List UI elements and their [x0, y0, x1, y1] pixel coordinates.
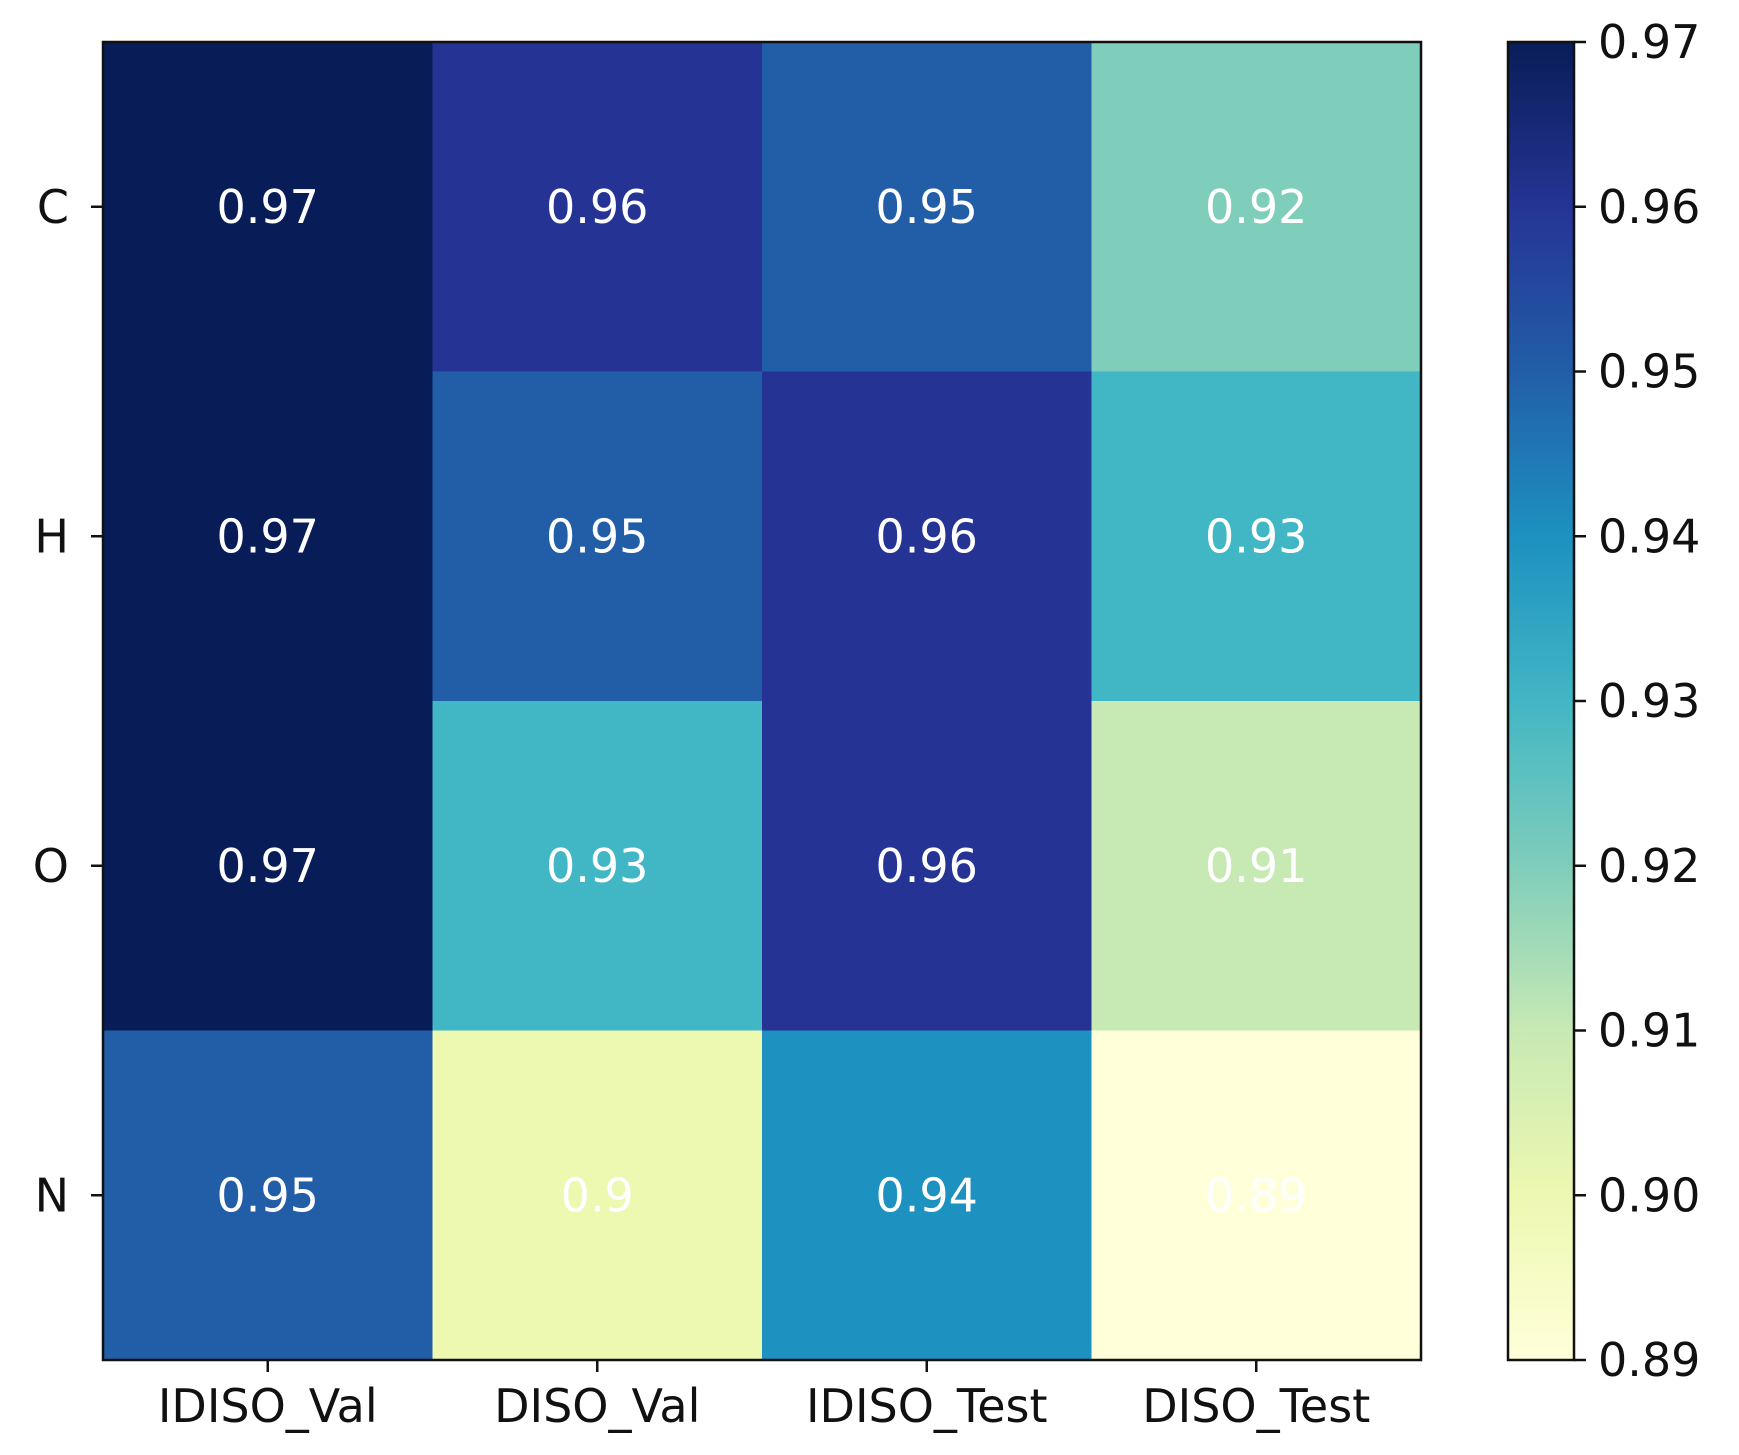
heatmap-cell: [1091, 701, 1422, 1032]
y-tick-label: C: [37, 180, 69, 234]
y-tick-label: N: [35, 1168, 69, 1222]
cell-value-label: 0.96: [546, 180, 648, 234]
heatmap-cell: [762, 1030, 1093, 1361]
x-tick-label: IDISO_Test: [806, 1379, 1048, 1433]
cell-value-label: 0.95: [546, 509, 648, 563]
colorbar-tick-label: 0.91: [1598, 1004, 1700, 1058]
heatmap-cells: [103, 42, 1422, 1361]
x-tick-label: DISO_Val: [494, 1379, 700, 1433]
cell-value-label: 0.93: [546, 839, 648, 893]
colorbar-tick-label: 0.95: [1598, 345, 1700, 399]
heatmap-cell: [432, 1030, 763, 1361]
cell-value-label: 0.96: [876, 509, 978, 563]
heatmap-cell: [762, 371, 1093, 702]
cell-value-label: 0.9: [561, 1168, 634, 1222]
y-tick-label: O: [33, 839, 69, 893]
x-axis: IDISO_Val DISO_Val IDISO_Test DISO_Test: [158, 1360, 1370, 1433]
cell-value-label: 0.92: [1205, 180, 1307, 234]
heatmap-cell: [432, 701, 763, 1032]
heatmap-cell: [432, 371, 763, 702]
x-tick-label: IDISO_Val: [158, 1379, 378, 1433]
plot-frame: [101, 40, 1423, 1362]
y-axis: C H O N: [33, 180, 103, 1222]
cell-value-label: 0.97: [217, 839, 319, 893]
colorbar-axis: 0.89 0.90 0.91 0.92 0.93 0.94 0.95 0.96 0.97: [1574, 15, 1700, 1387]
heatmap-cell: [103, 371, 434, 702]
cell-value-label: 0.91: [1205, 839, 1307, 893]
cell-value-label: 0.96: [876, 839, 978, 893]
cell-value-label: 0.97: [217, 180, 319, 234]
heatmap-cell: [1091, 1030, 1422, 1361]
x-tick-label: DISO_Test: [1142, 1379, 1370, 1433]
cell-value-label: 0.93: [1205, 509, 1307, 563]
colorbar-tick-label: 0.97: [1598, 15, 1700, 69]
heatmap-cell: [432, 42, 763, 373]
heatmap-cell: [1091, 371, 1422, 702]
colorbar-tick-label: 0.89: [1598, 1333, 1700, 1387]
colorbar-tick-label: 0.96: [1598, 180, 1700, 234]
y-tick-label: H: [34, 509, 69, 563]
colorbar: [1506, 40, 1576, 1362]
heatmap-cell: [762, 42, 1093, 373]
cell-value-label: 0.95: [217, 1168, 319, 1222]
cell-value-label: 0.94: [876, 1168, 978, 1222]
cell-value-label: 0.95: [876, 180, 978, 234]
cell-value-label: 0.97: [217, 509, 319, 563]
colorbar-tick-label: 0.94: [1598, 509, 1700, 563]
heatmap-cell: [103, 701, 434, 1032]
colorbar-tick-label: 0.92: [1598, 839, 1700, 893]
heatmap-cell-labels: 0.97 0.96 0.95 0.92 0.97 0.95 0.96 0.93 0.97 0.93…: [217, 180, 1308, 1223]
colorbar-tick-label: 0.90: [1598, 1168, 1700, 1222]
heatmap-cell: [1091, 42, 1422, 373]
cell-value-label: 0.89: [1205, 1168, 1307, 1222]
heatmap-cell: [103, 1030, 434, 1361]
colorbar-tick-label: 0.93: [1598, 674, 1700, 728]
heatmap-cell: [762, 701, 1093, 1032]
heatmap-cell: [103, 42, 434, 373]
